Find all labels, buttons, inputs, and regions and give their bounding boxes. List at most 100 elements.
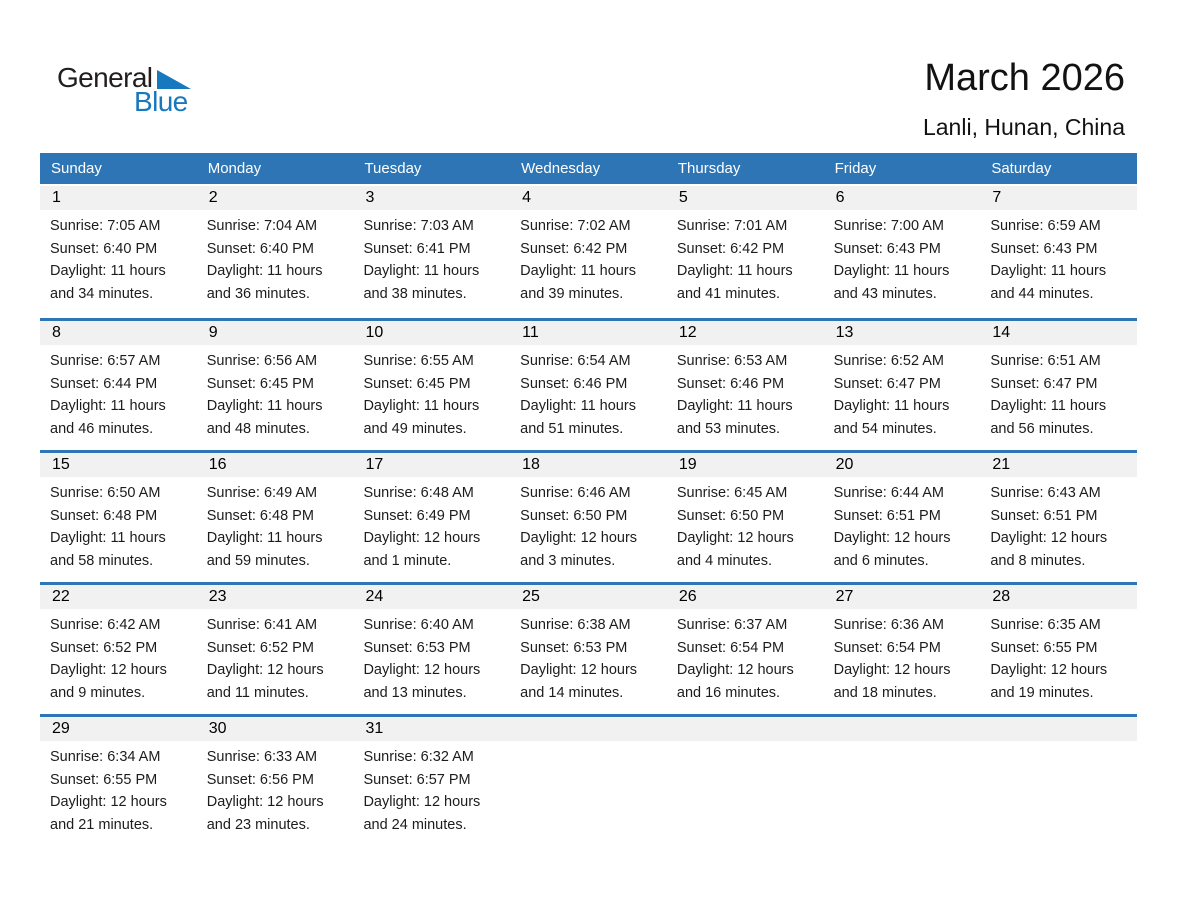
daylight-text: Daylight: 12 hours and 11 minutes. [206,662,324,701]
day-number: 4 [510,186,667,210]
daylight-text: Daylight: 12 hours and 1 minute. [363,530,481,569]
day-cell-28: 28 Sunrise: 6:35 AM Sunset: 6:55 PM Dayligh… [980,585,1138,714]
day-cell-30: 30 Sunrise: 6:33 AM Sunset: 6:56 PM Dayligh… [196,717,354,846]
weekday-label-tuesday: Tuesday [364,160,422,177]
day-number: 7 [980,186,1138,210]
day-number: 21 [980,453,1138,477]
sunset-text: Sunset: 6:40 PM [50,240,158,257]
day-number: 23 [196,585,354,609]
empty-day-band [823,717,981,741]
weekday-header-row: Sunday Monday Tuesday Wednesday Thursday Frid… [40,153,1137,184]
day-cell-19: 19 Sunrise: 6:45 AM Sunset: 6:50 PM Dayligh… [666,453,824,582]
day-details: Sunrise: 6:48 AM Sunset: 6:49 PM Daylight:… [353,477,510,572]
day-number: 11 [510,321,667,345]
daylight-text: Daylight: 11 hours and 54 minutes. [833,398,950,437]
empty-day-cell [823,717,981,846]
week-row-1: 1 Sunrise: 7:05 AM Sunset: 6:40 PM Daylight… [40,186,1138,318]
sunrise-text: Sunrise: 6:57 AM [50,353,161,369]
sunset-text: Sunset: 6:56 PM [206,771,314,788]
day-cell-26: 26 Sunrise: 6:37 AM Sunset: 6:54 PM Dayligh… [666,585,824,714]
sunset-text: Sunset: 6:50 PM [520,507,628,524]
calendar-table: Sunday Monday Tuesday Wednesday Thursday Frid… [40,153,1138,846]
sunrise-text: Sunrise: 7:03 AM [363,218,474,234]
day-cell-6: 6 Sunrise: 7:00 AM Sunset: 6:43 PM Daylight… [823,186,981,318]
day-details: Sunrise: 6:57 AM Sunset: 6:44 PM Daylight:… [40,345,197,440]
day-details: Sunrise: 6:59 AM Sunset: 6:43 PM Daylight:… [980,210,1137,305]
sunset-text: Sunset: 6:51 PM [833,507,941,524]
daylight-text: Daylight: 12 hours and 3 minutes. [520,530,638,569]
day-details: Sunrise: 6:52 AM Sunset: 6:47 PM Daylight:… [824,345,981,440]
day-cell-9: 9 Sunrise: 6:56 AM Sunset: 6:45 PM Daylight… [196,321,354,450]
sunrise-text: Sunrise: 6:32 AM [363,749,474,765]
title-block: March 2026 Lanli, Hunan, China [923,56,1125,141]
sunrise-text: Sunrise: 6:56 AM [206,353,318,369]
daylight-text: Daylight: 11 hours and 44 minutes. [990,263,1107,302]
sunset-text: Sunset: 6:44 PM [50,375,158,392]
empty-day-band [666,717,824,741]
sunrise-text: Sunrise: 6:50 AM [50,485,161,501]
daylight-text: Daylight: 12 hours and 16 minutes. [676,662,794,701]
daylight-text: Daylight: 11 hours and 51 minutes. [520,398,636,437]
sunrise-text: Sunrise: 6:54 AM [520,353,631,369]
day-number: 30 [196,717,354,741]
day-cell-2: 2 Sunrise: 7:04 AM Sunset: 6:40 PM Daylight… [196,186,354,318]
day-cell-29: 29 Sunrise: 6:34 AM Sunset: 6:55 PM Dayligh… [40,717,197,846]
sunrise-text: Sunrise: 6:59 AM [990,218,1101,234]
day-cell-15: 15 Sunrise: 6:50 AM Sunset: 6:48 PM Dayligh… [40,453,197,582]
location-subtitle: Lanli, Hunan, China [922,114,1125,140]
sunrise-text: Sunrise: 6:46 AM [520,485,631,501]
daylight-text: Daylight: 12 hours and 24 minutes. [363,794,481,833]
day-details: Sunrise: 6:42 AM Sunset: 6:52 PM Daylight:… [40,609,197,704]
sunset-text: Sunset: 6:41 PM [363,240,471,257]
sunset-text: Sunset: 6:42 PM [676,240,785,257]
sunset-text: Sunset: 6:46 PM [676,375,785,392]
day-number: 13 [823,321,981,345]
day-cell-25: 25 Sunrise: 6:38 AM Sunset: 6:53 PM Dayligh… [510,585,667,714]
day-cell-10: 10 Sunrise: 6:55 AM Sunset: 6:45 PM Dayligh… [353,321,511,450]
day-number: 12 [666,321,824,345]
daylight-text: Daylight: 11 hours and 48 minutes. [206,398,323,437]
day-details: Sunrise: 6:33 AM Sunset: 6:56 PM Daylight:… [197,741,354,836]
day-cell-16: 16 Sunrise: 6:49 AM Sunset: 6:48 PM Dayligh… [196,453,354,582]
sunset-text: Sunset: 6:43 PM [833,240,941,257]
day-cell-3: 3 Sunrise: 7:03 AM Sunset: 6:41 PM Daylight… [353,186,511,318]
day-details: Sunrise: 6:37 AM Sunset: 6:54 PM Daylight:… [667,609,824,704]
sunrise-text: Sunrise: 6:37 AM [676,617,788,633]
day-number: 31 [353,717,511,741]
day-details: Sunrise: 6:38 AM Sunset: 6:53 PM Daylight:… [510,609,667,704]
day-details: Sunrise: 7:05 AM Sunset: 6:40 PM Daylight:… [40,210,197,305]
day-number: 8 [40,321,197,345]
daylight-text: Daylight: 12 hours and 19 minutes. [990,662,1108,701]
day-cell-5: 5 Sunrise: 7:01 AM Sunset: 6:42 PM Daylight… [666,186,824,318]
day-details: Sunrise: 7:01 AM Sunset: 6:42 PM Daylight:… [667,210,824,305]
sunrise-text: Sunrise: 6:42 AM [50,617,161,633]
sunset-text: Sunset: 6:55 PM [990,639,1098,656]
day-details: Sunrise: 6:53 AM Sunset: 6:46 PM Daylight:… [667,345,824,440]
empty-day-cell [510,717,667,846]
daylight-text: Daylight: 12 hours and 21 minutes. [50,794,167,833]
sunset-text: Sunset: 6:49 PM [363,507,471,524]
day-cell-31: 31 Sunrise: 6:32 AM Sunset: 6:57 PM Dayligh… [353,717,511,846]
sunrise-text: Sunrise: 6:45 AM [676,485,788,501]
day-details: Sunrise: 6:36 AM Sunset: 6:54 PM Daylight:… [824,609,981,704]
day-number: 1 [40,186,197,210]
day-number: 20 [823,453,981,477]
sunset-text: Sunset: 6:42 PM [520,240,628,257]
day-number: 17 [353,453,511,477]
day-cell-27: 27 Sunrise: 6:36 AM Sunset: 6:54 PM Dayligh… [823,585,981,714]
daylight-text: Daylight: 11 hours and 39 minutes. [520,263,636,302]
day-number: 10 [353,321,511,345]
day-number: 5 [666,186,824,210]
sunset-text: Sunset: 6:45 PM [363,375,471,392]
day-number: 3 [353,186,511,210]
sunrise-text: Sunrise: 6:44 AM [833,485,945,501]
daylight-text: Daylight: 12 hours and 18 minutes. [833,662,951,701]
day-number: 15 [40,453,197,477]
logo-text-blue: Blue [134,86,188,117]
sunset-text: Sunset: 6:48 PM [206,507,314,524]
sunrise-text: Sunrise: 6:36 AM [833,617,945,633]
daylight-text: Daylight: 11 hours and 58 minutes. [50,530,166,569]
sunrise-text: Sunrise: 6:49 AM [206,485,318,501]
empty-day-cell [666,717,824,846]
daylight-text: Daylight: 11 hours and 49 minutes. [363,398,480,437]
